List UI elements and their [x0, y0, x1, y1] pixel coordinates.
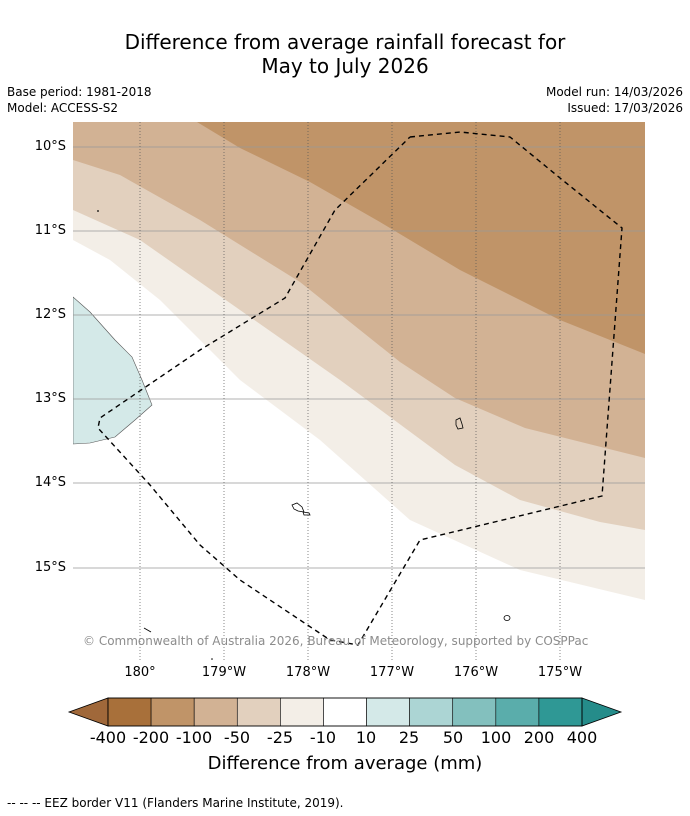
lat-label: 12°S — [34, 307, 66, 322]
base-period-text: Base period: 1981-2018 — [7, 85, 152, 99]
graticule — [73, 122, 645, 660]
map-title-line2: May to July 2026 — [261, 54, 429, 78]
lon-label: 178°W — [285, 665, 331, 680]
colorbar-title: Difference from average (mm) — [207, 753, 483, 774]
colorbar-tick-label: 25 — [398, 728, 420, 747]
colorbar-tick-label: 100 — [480, 728, 512, 747]
island — [302, 511, 311, 516]
map-title: Difference from average rainfall forecas… — [0, 30, 690, 78]
colorbar — [67, 697, 623, 727]
island — [455, 417, 464, 430]
island — [143, 627, 152, 633]
colorbar-segment — [323, 697, 367, 727]
colorbar-tick-label: -100 — [175, 728, 213, 747]
meta-left: Base period: 1981-2018 Model: ACCESS-S2 — [7, 84, 152, 116]
credit-text: © Commonwealth of Australia 2026, Bureau… — [83, 634, 589, 648]
eez-border — [97, 131, 623, 646]
colorbar-tick-label: 10 — [355, 728, 377, 747]
colorbar-segment — [150, 697, 195, 727]
colorbar-segment — [107, 697, 152, 727]
island — [97, 210, 99, 212]
issued-text: Issued: 17/03/2026 — [567, 101, 683, 115]
colorbar-segment — [495, 697, 540, 727]
lat-label: 10°S — [34, 139, 66, 154]
colorbar-arrow-right — [581, 697, 623, 727]
colorbar-tick-label: -200 — [132, 728, 170, 747]
colorbar-segment — [409, 697, 454, 727]
island — [503, 615, 511, 621]
model-run-text: Model run: 14/03/2026 — [545, 85, 683, 99]
colorbar-tick-label: -50 — [223, 728, 251, 747]
lon-label: 179°W — [201, 665, 247, 680]
lon-label: 180° — [124, 665, 156, 680]
lon-label: 177°W — [369, 665, 415, 680]
colorbar-segment — [452, 697, 497, 727]
colorbar-segment — [236, 697, 281, 727]
band-minus100-to-minus200 — [197, 122, 645, 354]
colorbar-tick-label: -10 — [309, 728, 337, 747]
colorbar-tick-label: 200 — [523, 728, 555, 747]
colorbar-segment — [538, 697, 583, 727]
colorbar-segments — [107, 697, 583, 727]
lat-label: 13°S — [34, 391, 66, 406]
colorbar-arrow-left — [67, 697, 109, 727]
band-plus10-to-plus25 — [73, 296, 153, 445]
eez-legend-footer: -- -- -- EEZ border V11 (Flanders Marine… — [7, 796, 344, 810]
meta-right: Model run: 14/03/2026 Issued: 17/03/2026 — [546, 84, 683, 116]
colorbar-frame — [107, 697, 583, 727]
lon-label: 176°W — [453, 665, 499, 680]
colorbar-segment — [193, 697, 238, 727]
colorbar-segment — [366, 697, 410, 727]
map-area — [73, 122, 645, 660]
lat-label: 11°S — [34, 223, 66, 238]
model-text: Model: ACCESS-S2 — [7, 101, 119, 115]
colorbar-tick-label: -25 — [266, 728, 294, 747]
colorbar-segment — [280, 697, 324, 727]
lat-label: 15°S — [34, 560, 66, 575]
colorbar-tick-label: 400 — [566, 728, 598, 747]
map-title-line1: Difference from average rainfall forecas… — [124, 30, 566, 54]
colorbar-tick-label: 50 — [442, 728, 464, 747]
island — [211, 658, 213, 660]
lat-label: 14°S — [34, 475, 66, 490]
colorbar-tick-label: -400 — [89, 728, 127, 747]
lon-label: 175°W — [537, 665, 583, 680]
